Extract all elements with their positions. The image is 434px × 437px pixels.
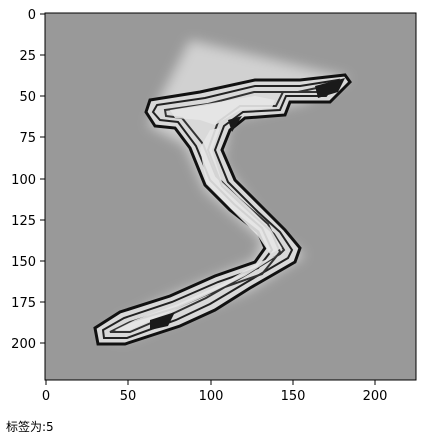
y-axis: 0 25 50 75 100 125 150 175 200 — [11, 8, 45, 352]
y-tick-label: 50 — [19, 90, 36, 105]
x-tick-label: 150 — [281, 389, 306, 404]
x-tick-label: 0 — [42, 389, 50, 404]
y-tick-label: 25 — [19, 49, 36, 64]
y-tick-label: 125 — [11, 214, 36, 229]
y-tick-label: 150 — [11, 255, 36, 270]
label-caption: 标签为:5 — [6, 419, 54, 434]
x-tick-label: 200 — [363, 389, 388, 404]
digit-dark-accent-mid — [228, 116, 242, 132]
x-tick-label: 100 — [199, 389, 224, 404]
image-panel — [45, 13, 416, 380]
plot-frame — [44, 12, 417, 381]
y-tick-label: 0 — [28, 8, 36, 23]
y-tick-label: 100 — [11, 173, 36, 188]
digit-dark-accent-bottom — [150, 312, 175, 330]
digit-highlight-top — [170, 96, 275, 125]
digit-highlight-stem — [200, 128, 282, 254]
x-axis: 0 50 100 150 200 — [42, 380, 388, 404]
digit-highlight-bottom — [115, 256, 276, 330]
y-tick-label: 175 — [11, 296, 36, 311]
y-tick-label: 75 — [19, 131, 36, 146]
x-tick-label: 50 — [120, 389, 137, 404]
y-tick-label: 200 — [11, 337, 36, 352]
digit-dark-accent-top — [315, 78, 345, 98]
